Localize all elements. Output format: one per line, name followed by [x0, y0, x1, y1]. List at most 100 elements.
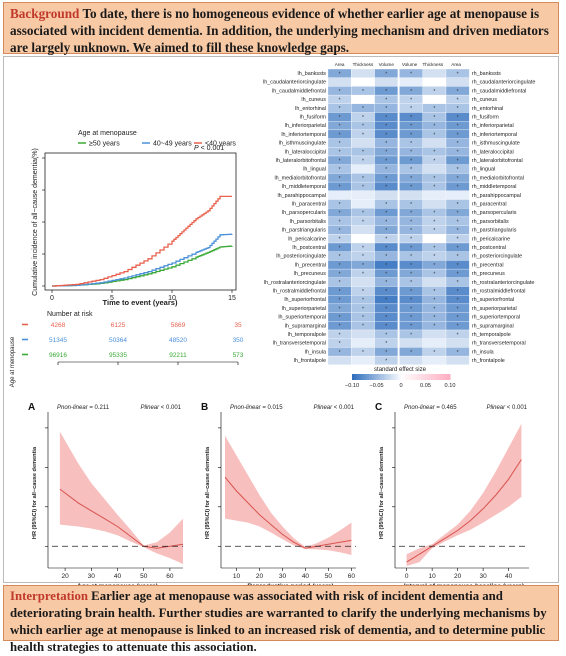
heatmap-sig-mark: *: [385, 358, 387, 364]
heatmap-cell: [445, 355, 470, 365]
heatmap-sig-mark: *: [457, 202, 459, 208]
heatmap-left-label: lh_insula: [305, 349, 326, 355]
heatmap-sig-mark: *: [457, 350, 459, 356]
heatmap-sig-mark: *: [385, 245, 387, 251]
interpretation-text: Earlier age at menopause was associated …: [10, 589, 547, 654]
heatmap-left-label: lh_precuneus: [294, 271, 327, 277]
heatmap-sig-mark: *: [410, 97, 412, 103]
km-xtick-label: 0: [50, 295, 54, 302]
heatmap-sig-mark: *: [410, 271, 412, 277]
heatmap-sig-mark: *: [457, 324, 459, 330]
scale-swatch: [425, 374, 429, 380]
heatmap-sig-mark: *: [410, 202, 412, 208]
scale-tick-label: −0.10: [345, 383, 359, 389]
interpretation-box: Interpretation Earlier age at menopause …: [3, 585, 559, 654]
heatmap-sig-mark: *: [457, 228, 459, 234]
heatmap-right-label: rh_superiorparietal: [472, 306, 517, 312]
heatmap-sig-mark: *: [457, 97, 459, 103]
heatmap-sig-mark: *: [339, 254, 341, 260]
heatmap-left-label: lh_posteriorcingulate: [276, 254, 326, 260]
heatmap-cell: [445, 190, 470, 200]
heatmap-sig-mark: *: [433, 158, 435, 164]
heatmap-sig-mark: *: [410, 167, 412, 173]
heatmap-right-label: rh_paracentral: [472, 202, 507, 208]
rcs-xtick-label: 60: [348, 573, 356, 580]
km-ylabel: Cumulative incidence of all−cause dement…: [32, 148, 39, 296]
heatmap-right-label: rh_entorhinal: [472, 106, 503, 112]
heatmap-sig-mark: *: [385, 298, 387, 304]
heatmap-right-label: rh_rostralmiddlefrontal: [472, 289, 526, 295]
scale-swatch: [386, 374, 390, 380]
heatmap-sig-mark: *: [362, 89, 364, 95]
heatmap-left-label: lh_rostralanteriorcingulate: [264, 280, 326, 286]
rcs-xtick-label: 20: [454, 573, 462, 580]
heatmap-right-label: rh_parahippocampal: [472, 193, 521, 199]
p-nonlinear: Pnon-linear = 0.211: [57, 405, 110, 411]
heatmap-cell: [445, 77, 470, 87]
scale-swatch: [366, 374, 370, 380]
heatmap-sig-mark: *: [339, 341, 341, 347]
heatmap-left-label: lh_fusiform: [300, 115, 327, 121]
heatmap-right-label: rh_transversetemporal: [472, 341, 526, 347]
heatmap-sig-mark: *: [385, 219, 387, 225]
rcs-ci-band: [225, 435, 352, 555]
heatmap-left-label: lh_temporalpole: [288, 332, 326, 338]
rcs-xtick-label: 50: [140, 573, 148, 580]
rcs-ylabel: HR (95%CI) for all−cause dementia: [205, 446, 211, 539]
rcs-ci-band: [406, 423, 522, 566]
heatmap-right-label: rh_postcentral: [472, 245, 506, 251]
rcs-xtick-label: 20: [61, 573, 69, 580]
heatmap-sig-mark: *: [339, 298, 341, 304]
heatmap-left-label: lh_frontalpole: [294, 358, 326, 364]
heatmap-sig-mark: *: [457, 184, 459, 190]
heatmap-left-label: lh_lateraloccipital: [285, 149, 326, 155]
heatmap-sig-mark: *: [385, 115, 387, 121]
background-keyword: Background: [10, 6, 80, 21]
rcs-xtick-label: 30: [279, 573, 287, 580]
heatmap-cell: [399, 355, 423, 365]
rcs-ci-band: [59, 431, 183, 564]
heatmap-right-label: rh_inferiorparietal: [472, 123, 514, 129]
heatmap-cell: [351, 329, 375, 339]
heatmap-right-label: rh_posteriorcingulate: [472, 254, 522, 260]
heatmap-sig-mark: *: [457, 315, 459, 321]
heatmap-sig-mark: *: [339, 141, 341, 147]
heatmap-cell: [351, 94, 375, 104]
heatmap-left-label: lh_cuneus: [301, 97, 326, 103]
heatmap-sig-mark: *: [362, 158, 364, 164]
heatmap-cell: [351, 199, 375, 209]
heatmap-sig-mark: *: [385, 289, 387, 295]
risk-cell: 48520: [169, 337, 187, 344]
p-linear: Plinear < 0.001: [313, 405, 354, 411]
heatmap-sig-mark: *: [457, 245, 459, 251]
risk-cell: 96916: [49, 352, 67, 359]
heatmap-sig-mark: *: [457, 219, 459, 225]
heatmap-right-label: rh_insula: [472, 349, 494, 355]
heatmap-sig-mark: *: [410, 298, 412, 304]
heatmap-sig-mark: *: [339, 237, 341, 243]
p-nonlinear: Pnon-linear = 0.015: [230, 405, 283, 411]
heatmap-sig-mark: *: [410, 89, 412, 95]
scale-swatch: [430, 374, 434, 380]
scale-title: standard effect size: [374, 367, 427, 373]
heatmap-sig-mark: *: [362, 298, 364, 304]
risk-cell: 95335: [109, 352, 127, 359]
heatmap-sig-mark: *: [410, 124, 412, 130]
heatmap-right-label: rh_superiortemporal: [472, 315, 520, 321]
scale-tick-label: −0.05: [369, 383, 383, 389]
rcs-xtick-label: 30: [88, 573, 96, 580]
risk-cell: 51345: [49, 337, 67, 344]
km-legend-label: 40~49 years: [153, 141, 192, 148]
heatmap-left-label: lh_isthmuscingulate: [279, 141, 326, 147]
p-linear: Plinear < 0.001: [140, 405, 181, 411]
heatmap-col-label: Volume: [379, 62, 395, 67]
heatmap-cell: [445, 338, 470, 348]
rcs-ylabel: HR (95%CI) for all−cause dementia: [32, 446, 38, 539]
heatmap-sig-mark: *: [339, 202, 341, 208]
heatmap-sig-mark: *: [410, 211, 412, 217]
heatmap-sig-mark: *: [339, 245, 341, 251]
heatmap-sig-mark: *: [433, 306, 435, 312]
heatmap-sig-mark: *: [385, 141, 387, 147]
heatmap-sig-mark: *: [433, 219, 435, 225]
